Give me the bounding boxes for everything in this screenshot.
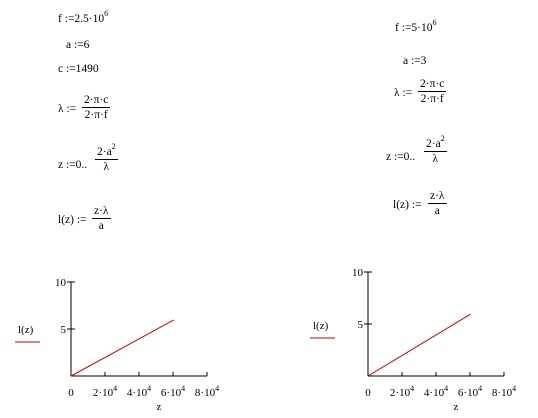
left-lambda-fraction-bar — [82, 107, 111, 108]
right-l-lhs[interactable]: l(z) := — [393, 199, 422, 211]
left-z-fraction[interactable]: 2·a2 λ — [95, 142, 118, 173]
left-lambda-fraction[interactable]: 2·π·c 2·π·f — [82, 94, 111, 121]
right-z-denominator: λ — [432, 153, 439, 165]
left-x-tick-label: 8·104 — [195, 384, 219, 399]
left-c-definition[interactable]: c :=1490 — [58, 63, 99, 75]
right-y-tick-label: 10 — [352, 267, 364, 279]
right-z-numerator: 2·a2 — [426, 134, 445, 150]
right-l-numerator: z·λ — [430, 190, 445, 202]
left-x-axis-label: z — [157, 401, 162, 413]
right-y-tick-label: 5 — [358, 319, 364, 331]
left-z-lhs[interactable]: z :=0.. — [58, 159, 88, 171]
right-f-exponent: 6 — [432, 18, 437, 27]
left-lambda-numerator: 2·π·c — [84, 94, 109, 106]
right-z-fraction-bar — [424, 151, 447, 152]
right-l-fraction[interactable]: z·λ a — [428, 190, 447, 217]
left-f-exponent: 6 — [104, 9, 109, 18]
right-lambda-fraction[interactable]: 2·π·c 2·π·f — [418, 78, 447, 105]
right-f-text: f :=5·10 — [395, 22, 433, 34]
left-f-text: f :=2.5·10 — [58, 13, 105, 25]
right-x-tick-label: 6·104 — [458, 384, 482, 399]
left-y-tick-label: 10 — [55, 277, 67, 289]
right-series-line — [367, 313, 471, 377]
left-z-denominator: λ — [103, 161, 110, 173]
right-y-axis-label: l(z) — [313, 320, 329, 332]
right-a-definition[interactable]: a :=3 — [403, 55, 427, 67]
right-l-denominator: a — [434, 205, 440, 217]
left-f-definition[interactable]: f :=2.5·106 — [58, 9, 108, 25]
left-l-lhs[interactable]: l(z) := — [58, 214, 87, 226]
right-lambda-fraction-bar — [418, 91, 447, 92]
right-f-definition[interactable]: f :=5·106 — [395, 18, 436, 34]
right-lambda-lhs[interactable]: λ := — [394, 87, 413, 99]
left-z-numerator: 2·a2 — [97, 142, 116, 158]
left-lambda-denominator: 2·π·f — [84, 109, 108, 121]
left-l-fraction-bar — [92, 218, 111, 219]
right-z-fraction[interactable]: 2·a2 λ — [424, 134, 447, 165]
right-z-lhs[interactable]: z :=0.. — [386, 151, 416, 163]
left-l-numerator: z·λ — [94, 205, 109, 217]
left-a-definition[interactable]: a :=6 — [66, 39, 90, 51]
left-series-line — [70, 319, 174, 377]
left-x-tick-label: 4·104 — [127, 384, 151, 399]
left-plot-group: 10 5 0 2·104 4·104 6·104 8·104 z l(z) — [15, 277, 219, 413]
left-x-tick-label: 2·104 — [93, 384, 117, 399]
left-x-tick-label: 6·104 — [161, 384, 185, 399]
right-l-fraction-bar — [428, 203, 447, 204]
left-z-fraction-bar — [95, 159, 118, 160]
right-x-tick-label: 2·104 — [390, 384, 414, 399]
right-x-tick-label: 4·104 — [424, 384, 448, 399]
left-y-tick-label: 5 — [61, 324, 67, 336]
left-lambda-lhs[interactable]: λ := — [58, 103, 77, 115]
right-lambda-numerator: 2·π·c — [420, 78, 445, 90]
right-plot-group: 10 5 0 2·104 4·104 6·104 8·104 z l(z) — [310, 267, 516, 413]
right-x-tick-label: 0 — [365, 387, 371, 399]
left-x-tick-label: 0 — [68, 387, 74, 399]
right-lambda-denominator: 2·π·f — [420, 93, 444, 105]
left-y-axis-label: l(z) — [18, 324, 34, 336]
right-x-tick-label: 8·104 — [492, 384, 516, 399]
right-x-axis-label: z — [454, 401, 459, 413]
left-l-fraction[interactable]: z·λ a — [92, 205, 111, 232]
left-l-denominator: a — [98, 220, 104, 232]
